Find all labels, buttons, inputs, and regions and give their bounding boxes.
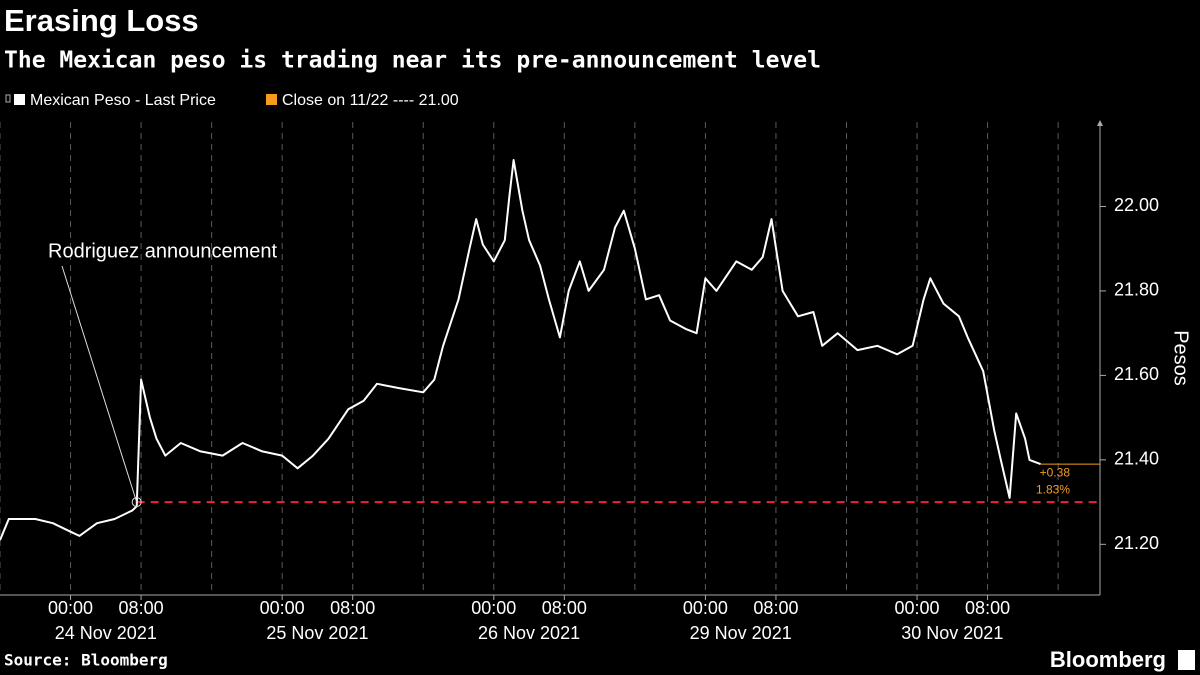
- y-tick-label: 21.20: [1114, 533, 1159, 553]
- price-line: [0, 159, 1041, 541]
- x-date-label: 30 Nov 2021: [901, 623, 1003, 643]
- x-tick-label: 08:00: [330, 598, 375, 618]
- y-tick-label: 21.60: [1114, 364, 1159, 384]
- x-tick-label: 08:00: [753, 598, 798, 618]
- legend-swatch: [266, 94, 277, 105]
- change-label: 1.83%: [1036, 482, 1070, 496]
- annotation-point: [131, 497, 142, 508]
- x-date-label: 24 Nov 2021: [55, 623, 157, 643]
- x-tick-label: 08:00: [119, 598, 164, 618]
- legend-swatch: [14, 94, 25, 105]
- x-tick-label: 08:00: [965, 598, 1010, 618]
- x-tick-label: 00:00: [895, 598, 940, 618]
- brand: Bloomberg: [1050, 647, 1166, 672]
- annotation-text: Rodriguez announcement: [48, 240, 277, 262]
- chart-title: Erasing Loss: [4, 3, 199, 38]
- x-tick-label: 00:00: [48, 598, 93, 618]
- change-label: +0.38: [1040, 465, 1071, 479]
- source: Source: Bloomberg: [4, 651, 168, 670]
- x-date-label: 25 Nov 2021: [266, 623, 368, 643]
- brand-icon: [1178, 650, 1195, 670]
- y-tick-label: 22.00: [1114, 195, 1159, 215]
- x-tick-label: 08:00: [542, 598, 587, 618]
- chart-subtitle: The Mexican peso is trading near its pre…: [4, 48, 821, 74]
- x-tick-label: 00:00: [471, 598, 516, 618]
- x-tick-label: 00:00: [683, 598, 728, 618]
- x-date-label: 29 Nov 2021: [690, 623, 792, 643]
- x-date-label: 26 Nov 2021: [478, 623, 580, 643]
- y-tick-label: 21.40: [1114, 449, 1159, 469]
- y-tick-label: 21.80: [1114, 280, 1159, 300]
- y-axis-arrow: [1097, 120, 1103, 126]
- legend-icon: [5, 94, 11, 103]
- x-tick-label: 00:00: [260, 598, 305, 618]
- y-axis-label: Pesos: [1170, 330, 1192, 386]
- legend-label: Close on 11/22 ---- 21.00: [282, 92, 459, 109]
- annotation-leader: [61, 265, 138, 503]
- legend-label: Mexican Peso - Last Price: [30, 92, 216, 109]
